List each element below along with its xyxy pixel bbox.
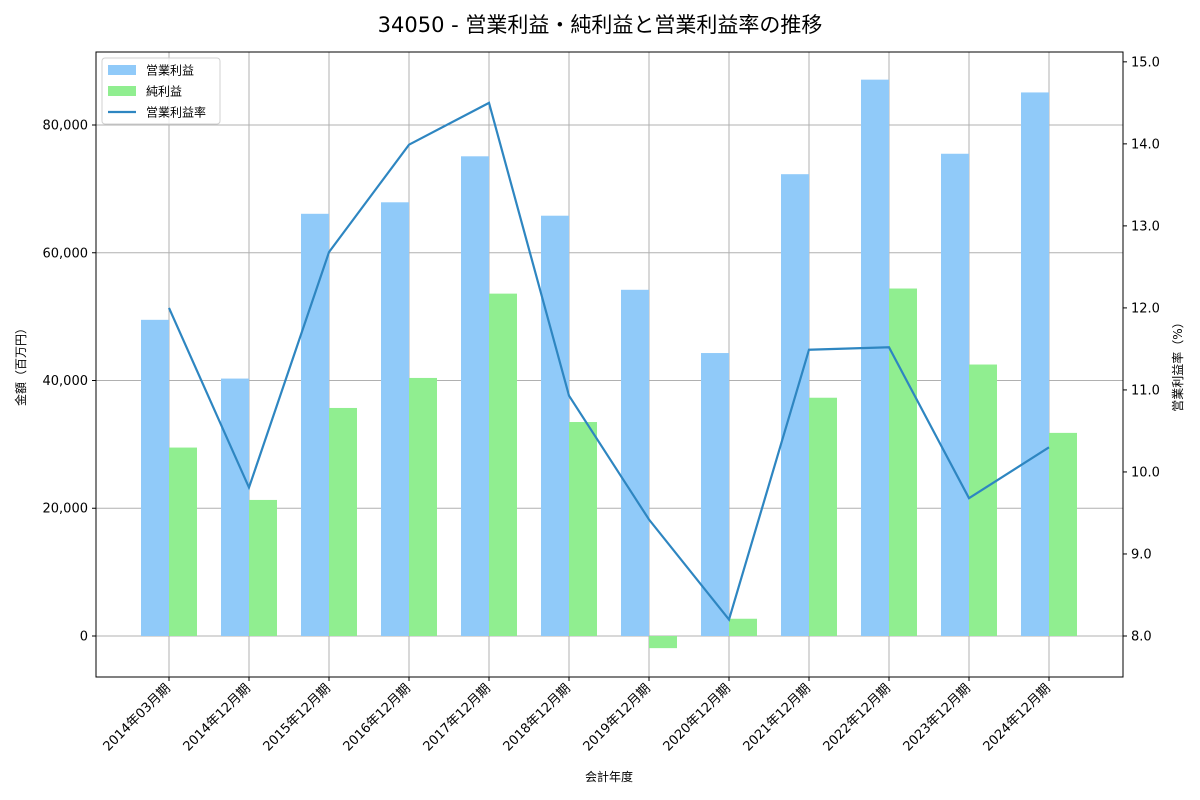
y-tick-label: 60,000 [43, 246, 89, 261]
bar-operating-profit [941, 153, 969, 636]
x-tick-label: 2014年03月期 [101, 681, 174, 754]
y-tick-label: 0 [80, 629, 88, 644]
y-right-tick-label: 9.0 [1131, 547, 1152, 562]
bar-net-profit [809, 397, 837, 636]
legend-label: 営業利益率 [146, 105, 206, 120]
y-right-tick-label: 10.0 [1131, 465, 1160, 480]
legend-label: 純利益 [146, 85, 182, 99]
x-tick-label: 2023年12月期 [901, 681, 974, 754]
bar-operating-profit [461, 156, 489, 636]
y-tick-label: 80,000 [43, 119, 89, 134]
bar-operating-profit [381, 202, 409, 636]
x-axis-title: 会計年度 [585, 769, 633, 784]
bar-operating-profit [541, 215, 569, 636]
bar-operating-profit [701, 353, 729, 636]
bar-operating-profit [781, 174, 809, 636]
y-tick-label: 40,000 [43, 374, 89, 389]
bar-operating-profit [1021, 92, 1049, 636]
bar-operating-profit [621, 289, 649, 636]
x-tick-label: 2017年12月期 [421, 681, 494, 754]
bar-net-profit [489, 293, 517, 636]
y-right-tick-label: 11.0 [1131, 383, 1160, 398]
y-right-tick-label: 8.0 [1131, 629, 1152, 644]
y-right-tick-label: 12.0 [1131, 301, 1160, 316]
legend-swatch [108, 65, 136, 75]
line-series [167, 101, 1050, 622]
x-tick-label: 2020年12月期 [661, 681, 734, 754]
x-tick-label: 2015年12月期 [261, 681, 334, 754]
bar-operating-profit [861, 79, 889, 636]
y-right-tick-label: 14.0 [1131, 137, 1160, 152]
bar-net-profit [889, 288, 917, 636]
y-tick-label: 20,000 [43, 502, 89, 517]
bar-net-profit [969, 364, 997, 636]
x-tick-label: 2021年12月期 [741, 681, 814, 754]
legend-label: 営業利益 [146, 64, 194, 78]
bar-net-profit [169, 447, 197, 636]
bar-net-profit [729, 618, 757, 636]
bar-net-profit [1049, 432, 1077, 636]
x-tick-label: 2019年12月期 [581, 681, 654, 754]
chart-title: 34050 - 営業利益・純利益と営業利益率の推移 [377, 13, 823, 37]
bar-net-profit [569, 422, 597, 636]
bar-net-profit [249, 499, 277, 636]
y-axis-title: 金額（百万円） [13, 322, 28, 406]
x-tick-label: 2016年12月期 [341, 681, 414, 754]
x-tick-label: 2014年12月期 [181, 681, 254, 754]
bar-series [141, 79, 1077, 649]
x-tick-label: 2024年12月期 [981, 681, 1054, 754]
y-axis-right-title: 営業利益率（%） [1170, 316, 1185, 411]
bar-net-profit [649, 635, 677, 649]
plot-frame [95, 51, 1124, 678]
x-tick-label: 2022年12月期 [821, 681, 894, 754]
y-right-tick-label: 15.0 [1131, 55, 1160, 70]
y-right-tick-label: 13.0 [1131, 219, 1160, 234]
legend-swatch [108, 86, 136, 96]
bar-net-profit [329, 407, 357, 636]
bar-operating-profit [221, 378, 249, 636]
bar-operating-profit [141, 319, 169, 636]
bar-net-profit [409, 377, 437, 636]
line-operating-margin [167, 101, 1050, 622]
x-tick-label: 2018年12月期 [501, 681, 574, 754]
bar-operating-profit [301, 213, 329, 636]
